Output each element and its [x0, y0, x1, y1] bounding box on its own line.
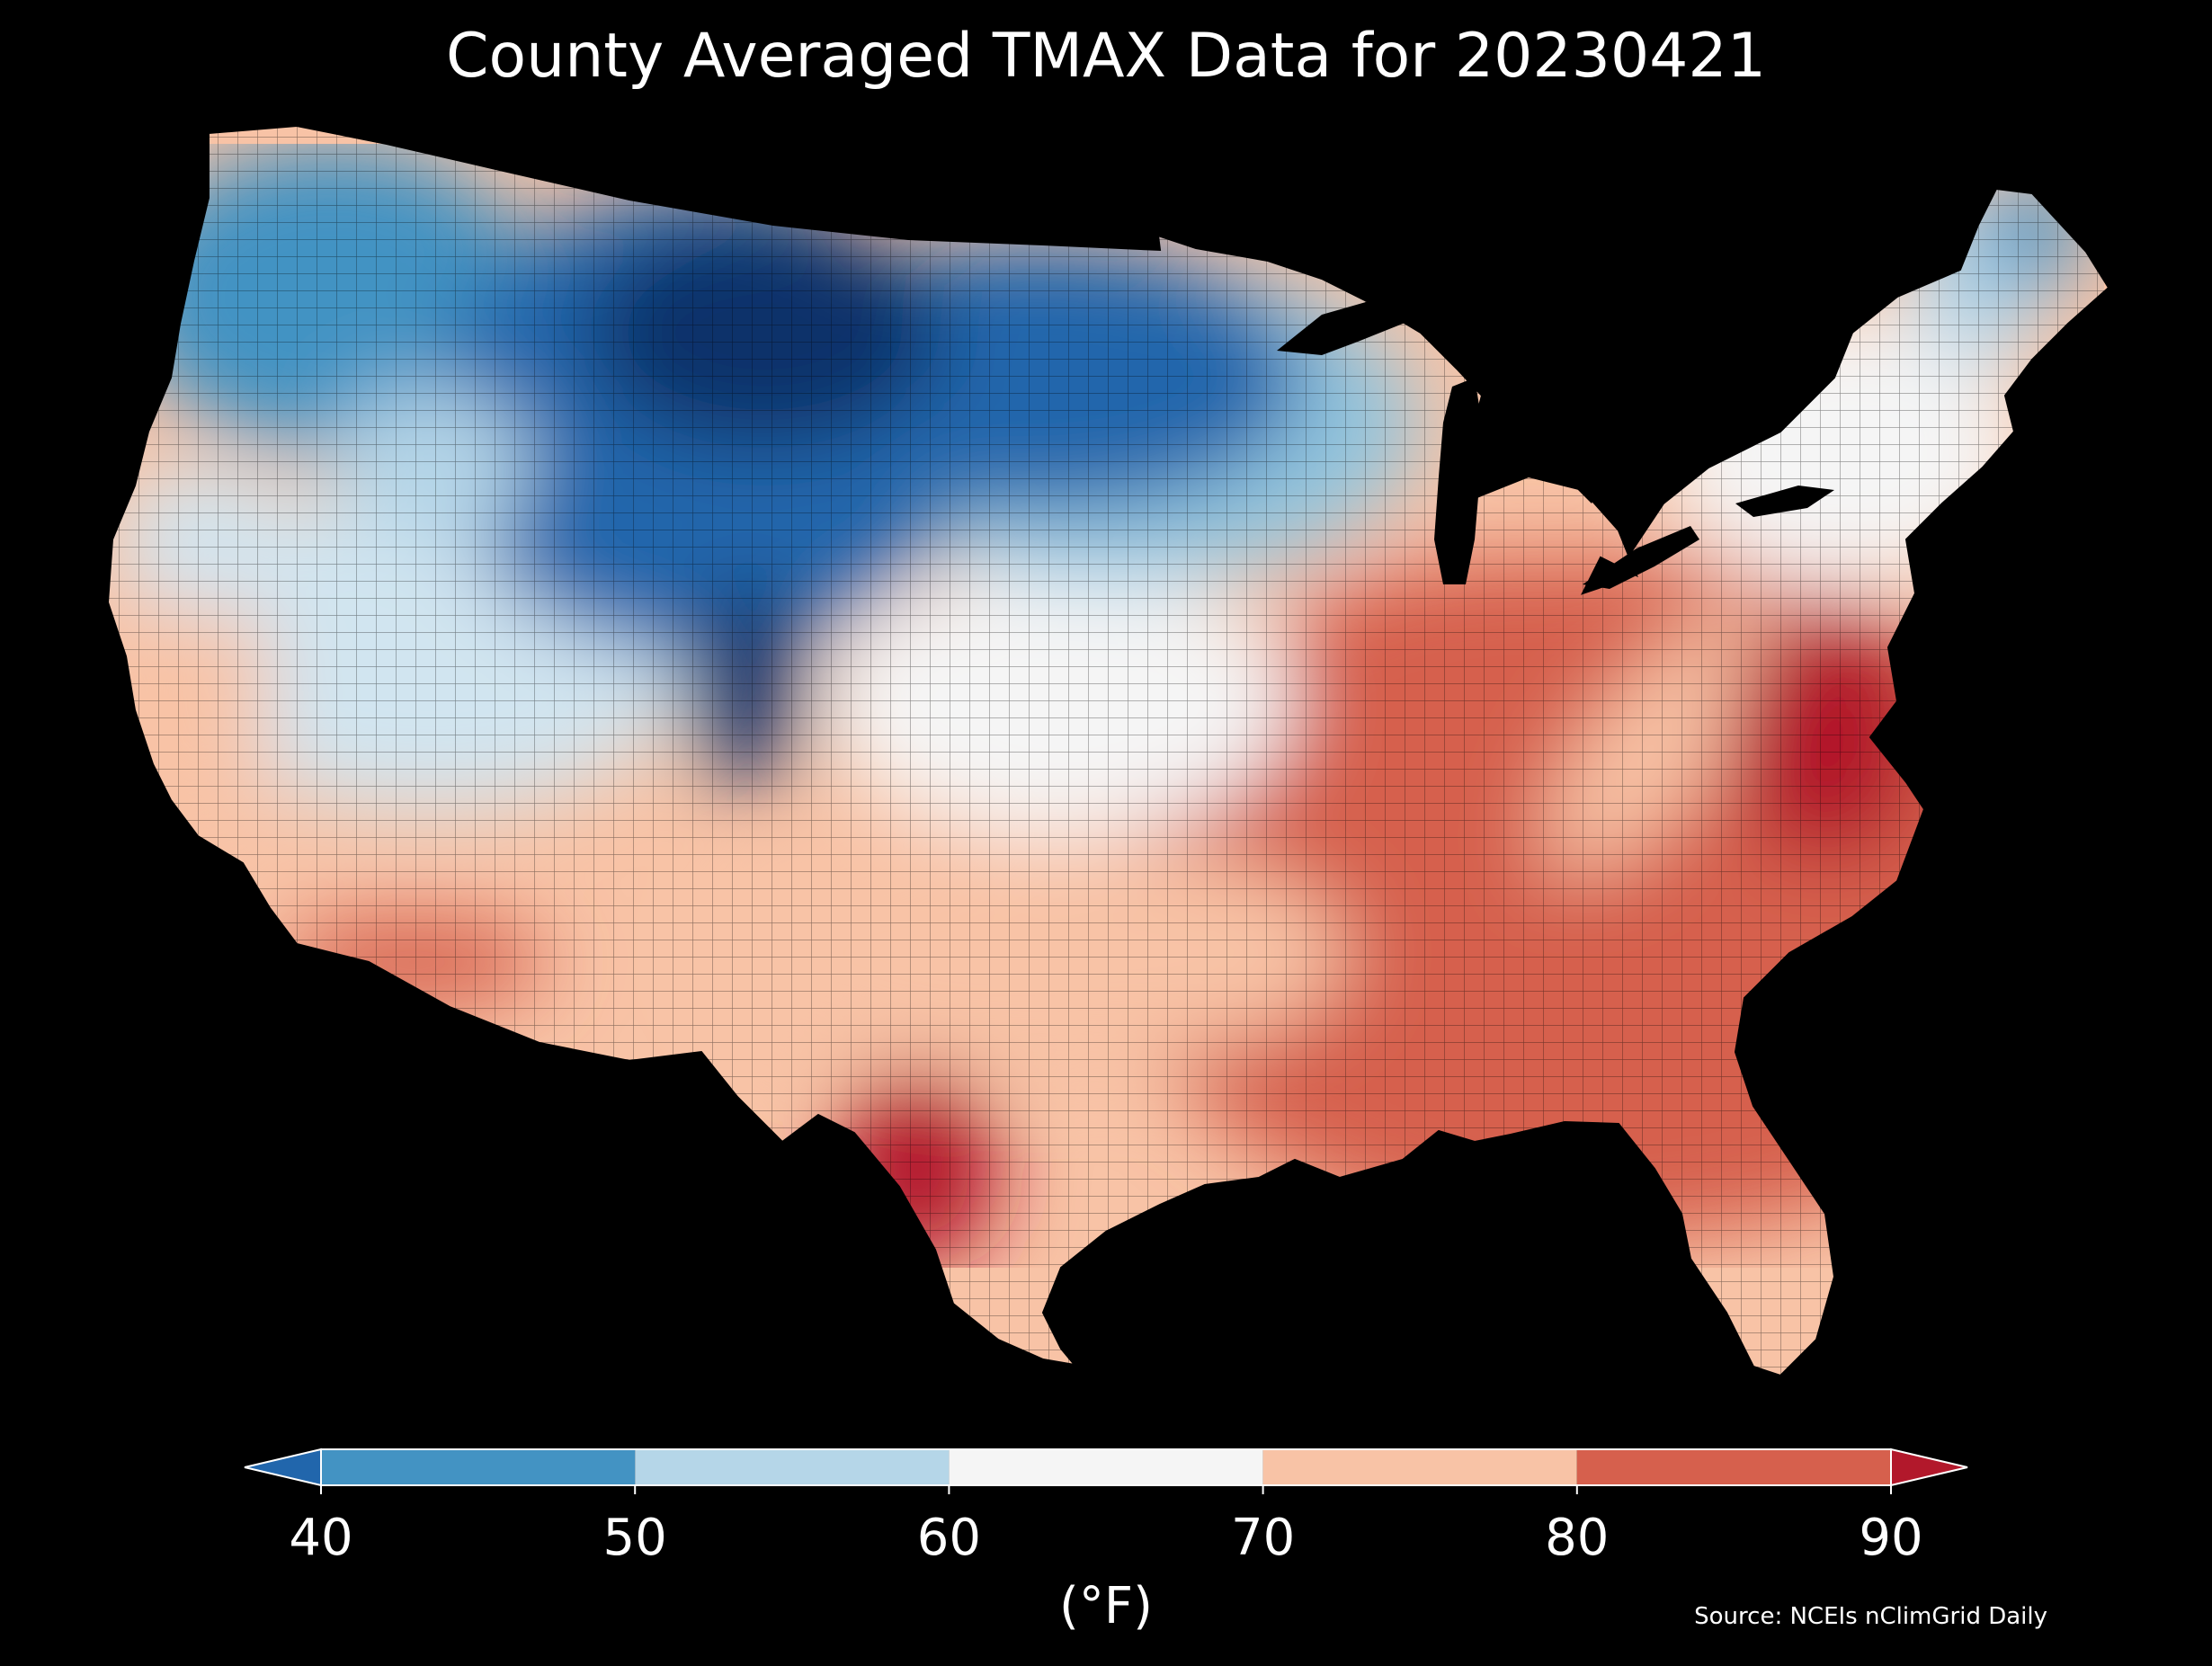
colorbar-tick-label: 90 — [1859, 1509, 1923, 1567]
map-title: County Averaged TMAX Data for 20230421 — [446, 21, 1766, 92]
lake-michigan — [1434, 378, 1482, 584]
colorbar-frame — [320, 1448, 1892, 1486]
colorbar-extend-over — [1890, 1448, 1968, 1487]
colorbar-bin-40-50 — [321, 1449, 636, 1485]
colorbar — [244, 1448, 1968, 1494]
colorbar-bin-50-60 — [635, 1449, 950, 1485]
colorbar-bin-70-80 — [1262, 1449, 1577, 1485]
source-credit: Source: NCEIs nClimGrid Daily — [1694, 1603, 2047, 1630]
colorbar-tick-label: 70 — [1230, 1509, 1296, 1567]
county-choropleth — [108, 126, 2109, 1376]
colorbar-unit-label: (°F) — [1059, 1577, 1153, 1635]
colorbar-tick-label: 60 — [916, 1509, 982, 1567]
colorbar-bin-80-90 — [1576, 1449, 1891, 1485]
colorbar-tick-label: 80 — [1545, 1509, 1610, 1567]
colorbar-bin-60-70 — [949, 1449, 1263, 1485]
lake-ontario — [1735, 486, 1834, 517]
colorbar-tick-label: 40 — [289, 1509, 353, 1567]
great-lakes — [1277, 288, 1834, 589]
lake-superior — [1277, 288, 1484, 355]
colorbar-tick-label: 50 — [602, 1509, 667, 1567]
lake-erie — [1583, 526, 1699, 589]
lake-huron — [1511, 387, 1610, 503]
colorbar-extend-under — [244, 1448, 322, 1487]
